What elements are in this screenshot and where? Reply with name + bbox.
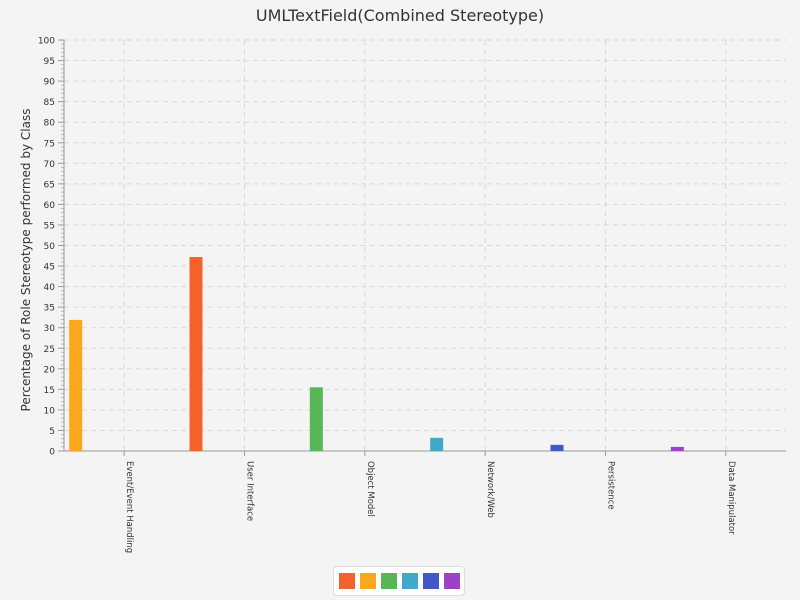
y-tick-label: 60	[44, 201, 56, 211]
bar	[69, 319, 83, 451]
y-tick-label: 20	[44, 365, 56, 375]
y-tick-label: 100	[38, 37, 55, 47]
bars	[69, 257, 684, 451]
y-tick-label: 40	[44, 283, 56, 293]
legend-swatch	[401, 573, 418, 589]
legend-swatch	[380, 573, 397, 589]
bar	[189, 257, 203, 451]
x-tick-label: User Interface	[245, 461, 255, 521]
legend-swatch	[443, 573, 460, 589]
grid-lines	[64, 39, 786, 451]
y-tick-label: 25	[44, 345, 55, 355]
y-tick-label: 35	[44, 304, 55, 314]
y-tick-label: 80	[44, 119, 56, 129]
y-axis: 0 5 10 15 20 25 30 35 40 45 50 55 60 65 70 75 80 85 90 95 10…	[38, 37, 65, 458]
bar	[309, 387, 323, 451]
y-tick-label: 75	[44, 139, 55, 149]
y-tick-label: 10	[44, 406, 56, 416]
legend-swatch	[422, 573, 439, 589]
x-tick-label: Object Model	[365, 461, 375, 517]
x-axis: Event/Event Handling User Interface Object…	[64, 450, 786, 553]
legend-swatch	[359, 573, 376, 589]
y-tick-label: 90	[44, 78, 56, 88]
y-tick-label: 55	[44, 221, 55, 231]
x-tick-label: Data Manipulator	[726, 461, 736, 535]
x-tick-label: Network/Web	[485, 461, 495, 518]
y-tick-label: 30	[44, 324, 56, 334]
chart-title: UMLTextField(Combined Stereotype)	[255, 6, 545, 25]
bar	[430, 437, 444, 451]
y-tick-label: 85	[44, 98, 55, 108]
bar	[670, 446, 684, 451]
y-tick-label: 65	[44, 180, 55, 190]
y-tick-label: 50	[44, 242, 56, 252]
x-tick-label: Event/Event Handling	[124, 461, 134, 553]
legend	[333, 566, 465, 596]
y-tick-label: 0	[49, 448, 55, 458]
x-tick-label: Persistence	[606, 461, 616, 510]
legend-swatch	[338, 573, 355, 589]
y-tick-label: 5	[49, 427, 55, 437]
bar	[550, 444, 564, 451]
y-tick-label: 70	[44, 160, 56, 170]
y-tick-label: 15	[44, 386, 55, 396]
y-tick-label: 45	[44, 263, 55, 273]
y-tick-label: 95	[44, 57, 55, 67]
